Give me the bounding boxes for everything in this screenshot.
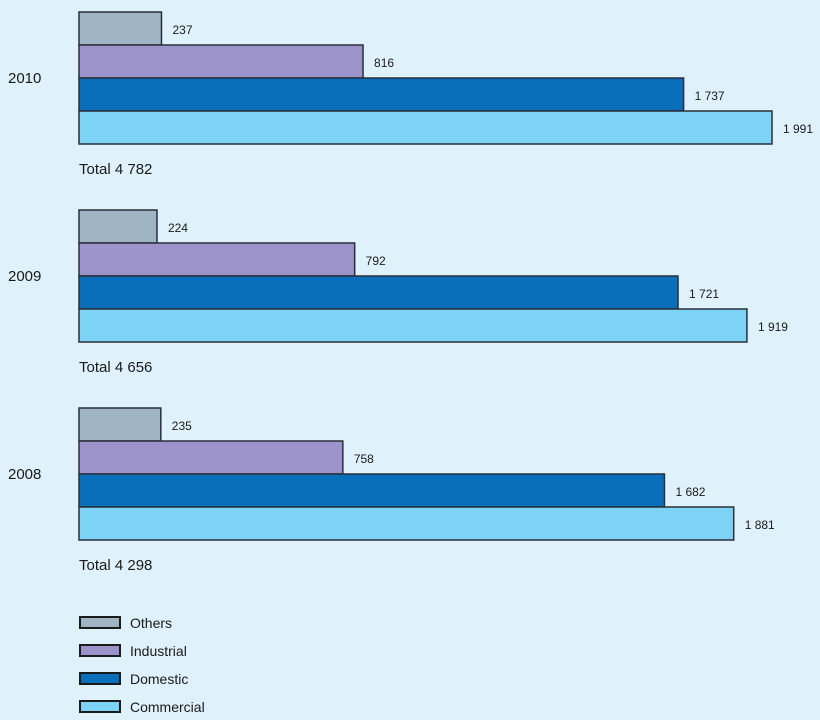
value-label: 1 991 bbox=[783, 122, 813, 136]
legend-swatch-commercial bbox=[79, 700, 121, 713]
bar-commercial bbox=[78, 506, 735, 541]
bar-domestic bbox=[78, 77, 685, 112]
bar-industrial bbox=[78, 440, 344, 475]
year-label: 2010 bbox=[8, 70, 41, 87]
year-label: 2009 bbox=[8, 268, 41, 285]
total-label: Total 4 298 bbox=[79, 557, 152, 574]
legend-label-domestic: Domestic bbox=[130, 671, 188, 687]
year-group-2009: 2009 224 792 1 721 1 919 Total 4 656 bbox=[8, 209, 788, 376]
value-label: 1 682 bbox=[675, 485, 705, 499]
year-group-2008: 2008 235 758 1 682 1 881 Total 4 298 bbox=[8, 407, 775, 574]
legend-swatch-industrial bbox=[79, 644, 121, 657]
value-label: 237 bbox=[172, 23, 192, 37]
value-label: 224 bbox=[168, 221, 188, 235]
bar-commercial bbox=[78, 308, 748, 343]
bar-industrial bbox=[78, 44, 364, 79]
value-label: 792 bbox=[366, 254, 386, 268]
value-label: 1 881 bbox=[745, 518, 775, 532]
bar-domestic bbox=[78, 473, 666, 508]
bar-industrial bbox=[78, 242, 356, 277]
legend: Others Industrial Domestic Commercial bbox=[79, 615, 205, 715]
value-label: 1 721 bbox=[689, 287, 719, 301]
bar-commercial bbox=[78, 110, 773, 145]
year-label: 2008 bbox=[8, 466, 41, 483]
total-label: Total 4 656 bbox=[79, 359, 152, 376]
legend-label-commercial: Commercial bbox=[130, 699, 205, 715]
value-label: 235 bbox=[172, 419, 192, 433]
value-label: 1 919 bbox=[758, 320, 788, 334]
bar-others bbox=[78, 209, 158, 244]
year-group-2010: 2010 237 816 1 737 1 991 Total 4 782 bbox=[8, 11, 813, 178]
legend-swatch-domestic bbox=[79, 672, 121, 685]
value-label: 758 bbox=[354, 452, 374, 466]
bar-domestic bbox=[78, 275, 679, 310]
value-label: 1 737 bbox=[695, 89, 725, 103]
bar-others bbox=[78, 407, 162, 442]
value-label: 816 bbox=[374, 56, 394, 70]
legend-label-others: Others bbox=[130, 615, 172, 631]
legend-swatch-others bbox=[79, 616, 121, 629]
bar-others bbox=[78, 11, 163, 46]
total-label: Total 4 782 bbox=[79, 161, 152, 178]
legend-label-industrial: Industrial bbox=[130, 643, 187, 659]
